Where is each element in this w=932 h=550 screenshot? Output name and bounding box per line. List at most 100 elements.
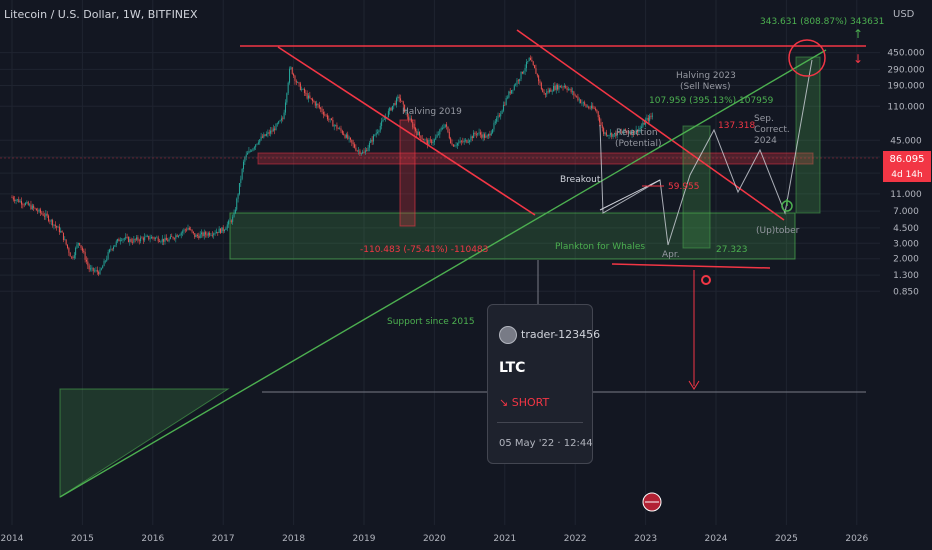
symbol[interactable]: LTC xyxy=(499,360,526,376)
candle xyxy=(280,115,282,124)
candle-body xyxy=(96,269,98,272)
candle-body xyxy=(440,128,442,130)
candle-body xyxy=(478,132,480,134)
candle xyxy=(508,90,510,99)
candle-body xyxy=(627,131,629,133)
candle-body xyxy=(466,139,468,143)
candle-body xyxy=(397,96,399,99)
candle xyxy=(291,66,293,75)
candle xyxy=(84,248,86,263)
candle-body xyxy=(52,220,54,226)
candle xyxy=(179,233,181,237)
candle-body xyxy=(424,139,426,141)
candle xyxy=(15,198,17,205)
candle xyxy=(395,96,397,108)
candle xyxy=(172,236,174,240)
candle xyxy=(42,210,44,217)
candle xyxy=(123,237,125,242)
candle-body xyxy=(203,232,205,237)
candle-body xyxy=(498,115,500,117)
candle xyxy=(276,122,278,127)
candle xyxy=(406,108,408,120)
candle xyxy=(317,103,319,109)
candle-body xyxy=(329,118,331,120)
candle xyxy=(389,106,391,115)
candle-body xyxy=(225,228,227,230)
candle xyxy=(475,131,477,139)
candle-body xyxy=(483,134,485,138)
candle-body xyxy=(452,144,454,147)
candle-body xyxy=(163,238,165,242)
candle-body xyxy=(394,103,396,105)
candle-body xyxy=(81,247,83,251)
price-tag-bg xyxy=(883,151,931,182)
candle-body xyxy=(113,246,115,250)
candle xyxy=(332,116,334,127)
candle xyxy=(328,115,330,123)
candle xyxy=(25,202,27,206)
candle-body xyxy=(244,157,246,162)
candle xyxy=(161,235,163,246)
candle-body xyxy=(168,238,170,242)
candle xyxy=(378,129,380,136)
candle xyxy=(168,237,170,243)
candle xyxy=(188,226,190,231)
candle-body xyxy=(88,265,90,270)
x-tick-label: 2018 xyxy=(282,534,305,544)
candle-body xyxy=(33,205,35,208)
x-tick-label: 2023 xyxy=(634,534,657,544)
candle xyxy=(95,266,97,273)
candle xyxy=(554,82,556,92)
candle-body xyxy=(643,122,645,125)
candle xyxy=(247,150,249,155)
candle-body xyxy=(507,97,509,99)
idea-card[interactable]: trader-123456 LTC ↘ SHORT 05 May '22 · 1… xyxy=(487,304,600,464)
candle xyxy=(99,267,101,275)
candle-body xyxy=(651,115,653,117)
candle xyxy=(432,138,434,146)
candle xyxy=(600,118,602,126)
candle-body xyxy=(401,100,403,102)
candle xyxy=(348,135,350,143)
candle-body xyxy=(157,237,159,242)
candle-body xyxy=(199,234,201,239)
candle xyxy=(534,64,536,69)
candle-body xyxy=(362,151,364,154)
candle-body xyxy=(360,153,362,154)
candle xyxy=(513,83,515,91)
current-price-tag: 86.095 4d 14h xyxy=(0,151,931,182)
candle-body xyxy=(599,117,601,123)
candle xyxy=(538,74,540,85)
candle-body xyxy=(75,247,77,256)
x-axis[interactable]: 2014 2015 2016 2017 2018 2019 2020 2021 2022 2023… xyxy=(1,534,869,544)
avatar[interactable] xyxy=(499,326,517,344)
candle-body xyxy=(650,115,652,117)
candle-body xyxy=(600,122,602,126)
candle xyxy=(400,94,402,104)
candle-body xyxy=(167,240,169,242)
candle-body xyxy=(400,98,402,101)
candle xyxy=(299,81,301,91)
candle xyxy=(335,124,337,127)
candle xyxy=(75,246,77,259)
candle xyxy=(80,245,82,251)
candle xyxy=(102,264,104,269)
candle xyxy=(521,71,523,75)
candle xyxy=(573,90,575,100)
candle xyxy=(87,257,89,269)
candle-body xyxy=(99,269,101,275)
candle xyxy=(515,82,517,87)
candle-body xyxy=(284,102,286,113)
username[interactable]: trader-123456 xyxy=(521,328,601,341)
candle xyxy=(31,203,33,210)
candle xyxy=(459,137,461,144)
candle-body xyxy=(272,128,274,132)
candle xyxy=(540,81,542,91)
candle xyxy=(98,270,100,277)
candle-body xyxy=(207,233,209,236)
candle-body xyxy=(16,199,18,200)
candle xyxy=(548,87,550,94)
candle xyxy=(620,128,622,135)
candle xyxy=(375,129,377,138)
